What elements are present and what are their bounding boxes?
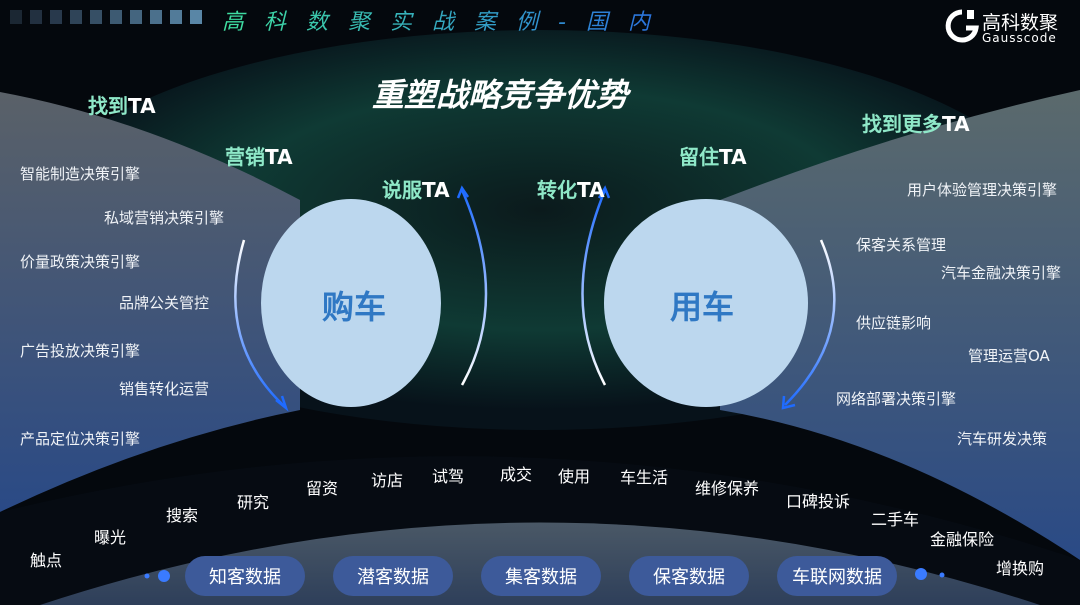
convert-up-arrow-icon — [581, 189, 607, 386]
ta-suffix: TA — [422, 178, 450, 202]
journey-stage: 二手车 — [871, 510, 920, 529]
main-title: 重塑战略竞争优势 — [372, 76, 629, 114]
logo-subtitle: Gausscode — [982, 31, 1057, 45]
buy-car-circle — [261, 199, 441, 407]
logo-name: 高科数聚 — [982, 12, 1059, 34]
ta-persuade-text: 说服 — [382, 178, 422, 202]
left-wedge — [0, 92, 300, 512]
ta-suffix: TA — [942, 112, 970, 136]
ta-retain-text: 留住 — [679, 145, 719, 169]
right-item: 用户体验管理决策引擎 — [907, 181, 1058, 199]
left-item: 销售转化运营 — [119, 380, 210, 398]
ta-retain: 留住TA — [679, 141, 747, 170]
ta-find: 找到TA — [88, 90, 156, 119]
left-item: 广告投放决策引擎 — [20, 342, 141, 360]
ta-suffix: TA — [719, 145, 747, 169]
ta-persuade: 说服TA — [382, 174, 450, 203]
ta-find-more: 找到更多TA — [862, 108, 970, 137]
journey-stage: 增换购 — [996, 559, 1045, 578]
ta-marketing-text: 营销 — [225, 145, 265, 169]
buy-car-label: 购车 — [322, 288, 387, 326]
ta-find-more-text: 找到更多 — [862, 112, 942, 136]
pager-dots — [144, 568, 945, 582]
left-item: 价量政策决策引擎 — [20, 253, 141, 271]
right-wedge — [720, 90, 1080, 560]
journey-stage: 试驾 — [432, 467, 465, 486]
right-item: 汽车金融决策引擎 — [941, 264, 1062, 282]
data-pill-zhike: 知客数据 — [185, 556, 305, 596]
data-pill-baoke: 保客数据 — [629, 556, 749, 596]
journey-stage: 金融保险 — [930, 530, 995, 549]
ta-find-text: 找到 — [88, 94, 128, 118]
right-item: 汽车研发决策 — [957, 430, 1048, 448]
right-item: 保客关系管理 — [856, 236, 947, 254]
left-item: 产品定位决策引擎 — [20, 430, 141, 448]
data-pill-qianke: 潜客数据 — [333, 556, 453, 596]
ta-convert: 转化TA — [537, 174, 605, 203]
left-item: 私域营销决策引擎 — [104, 209, 225, 227]
right-item: 供应链影响 — [856, 314, 932, 332]
ta-convert-text: 转化 — [537, 178, 577, 202]
journey-stage: 口碑投诉 — [786, 492, 851, 511]
ta-suffix: TA — [265, 145, 293, 169]
right-item: 管理运营OA — [968, 347, 1050, 365]
journey-stage: 维修保养 — [695, 479, 760, 498]
journey-stage: 曝光 — [94, 528, 127, 547]
journey-stage: 使用 — [558, 467, 591, 486]
header-title: 高科数聚实战案例-国内 — [222, 4, 670, 36]
logo-icon — [945, 9, 979, 43]
data-pill-jike: 集客数据 — [481, 556, 601, 596]
use-car-label: 用车 — [670, 288, 735, 326]
right-item: 网络部署决策引擎 — [836, 390, 957, 408]
use-car-circle — [604, 199, 808, 407]
left-item: 品牌公关管控 — [119, 294, 210, 312]
journey-stage: 成交 — [500, 465, 533, 484]
journey-stage: 留资 — [306, 479, 339, 498]
journey-stage: 访店 — [371, 471, 404, 490]
left-down-arrow-icon — [234, 239, 284, 406]
persuade-up-arrow-icon — [460, 189, 488, 386]
journey-stage: 车生活 — [620, 468, 669, 487]
journey-stage: 搜索 — [166, 506, 199, 525]
header-bars — [10, 10, 202, 24]
ta-suffix: TA — [577, 178, 605, 202]
journey-stage: 研究 — [237, 493, 270, 512]
ta-suffix: TA — [128, 94, 156, 118]
data-pill-iov: 车联网数据 — [777, 556, 897, 596]
ta-marketing: 营销TA — [225, 141, 293, 170]
journey-stage: 触点 — [30, 551, 63, 570]
right-down-arrow-icon — [784, 239, 836, 406]
left-item: 智能制造决策引擎 — [20, 165, 141, 183]
